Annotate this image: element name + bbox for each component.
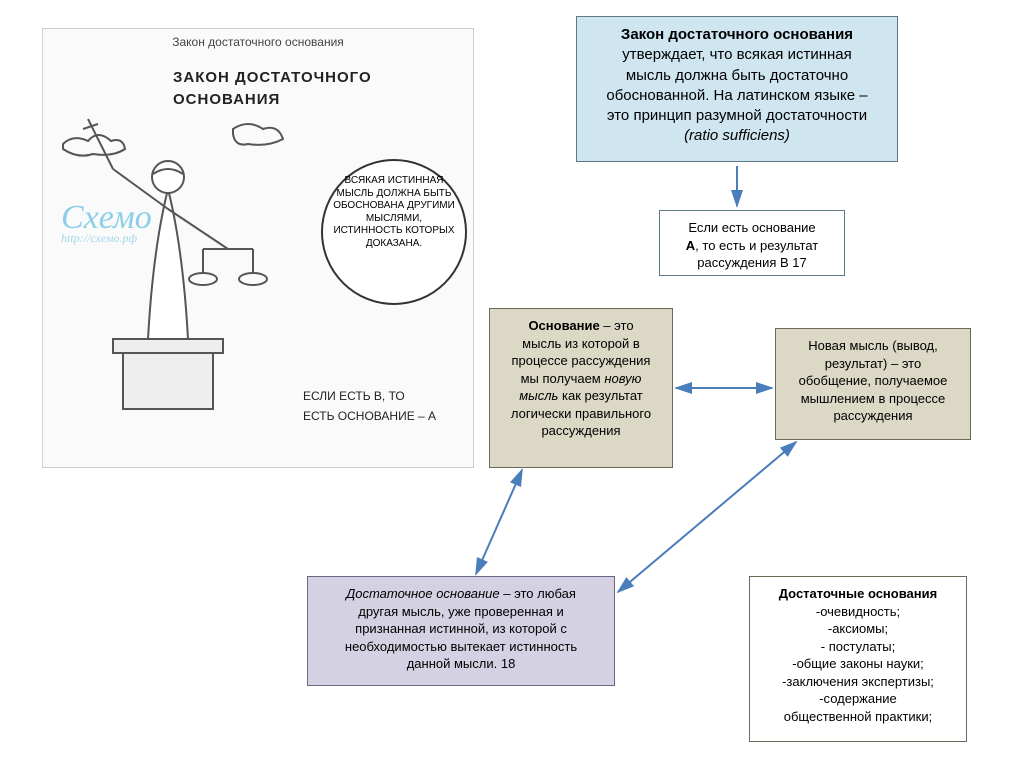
gl-item-5: -содержание <box>819 691 897 706</box>
base-l6: логически правильного <box>511 406 651 421</box>
gl-item-1: -аксиомы; <box>828 621 888 636</box>
nt-l5: рассуждения <box>833 408 912 423</box>
illustration-region: Закон достаточного основания ЗАКОН ДОСТА… <box>42 28 474 468</box>
illustration-speech-bubble: ВСЯКАЯ ИСТИННАЯ МЫСЛЬ ДОЛЖНА БЫТЬ ОБОСНО… <box>321 159 467 305</box>
gl-item-4: -заключения экспертизы; <box>782 674 934 689</box>
illustration-note-1: ЕСЛИ ЕСТЬ В, ТО <box>303 389 405 403</box>
illustration-top-caption: Закон достаточного основания <box>43 35 473 49</box>
gl-item-6: общественной практики; <box>784 709 932 724</box>
box-main-law: Закон достаточного основания утверждает,… <box>576 16 898 162</box>
nt-l4: мышлением в процессе <box>801 391 946 406</box>
base-title-word: Основание <box>528 318 599 333</box>
base-title-rest: – это <box>600 318 634 333</box>
gl-title: Достаточные основания <box>779 586 937 601</box>
illustration-note-2: ЕСТЬ ОСНОВАНИЕ – А <box>303 409 436 423</box>
illustration-title-1: ЗАКОН ДОСТАТОЧНОГО <box>173 69 372 86</box>
box-if-a: Если есть основание А, то есть и результ… <box>659 210 845 276</box>
base-l5a: мысль <box>519 388 558 403</box>
if-a-l2a: А <box>686 238 695 253</box>
main-law-title: Закон достаточного основания <box>621 26 853 43</box>
sb-l4: необходимостью вытекает истинность <box>345 639 577 654</box>
sb-l5: данной мысли. 18 <box>407 656 516 671</box>
if-a-l1: Если есть основание <box>688 220 815 235</box>
if-a-l2b: , то есть и результат <box>695 238 818 253</box>
main-law-l2: мысль должна быть достаточно <box>626 67 848 84</box>
gl-item-0: -очевидность; <box>816 604 900 619</box>
main-law-l5: (ratio sufficiens) <box>684 127 790 144</box>
main-law-l1: утверждает, что всякая истинная <box>622 46 852 63</box>
main-law-l4: это принцип разумной достаточности <box>607 107 867 124</box>
nt-l3: обобщение, получаемое <box>799 373 948 388</box>
gl-item-2: - постулаты; <box>821 639 895 654</box>
sb-title-word: Достаточное основание <box>346 586 500 601</box>
box-grounds-list: Достаточные основания -очевидность; -акс… <box>749 576 967 742</box>
base-l4b: новую <box>604 371 641 386</box>
box-sufficient-base: Достаточное основание – это любая другая… <box>307 576 615 686</box>
base-l2: мысль из которой в <box>522 336 640 351</box>
base-l7: рассуждения <box>541 423 620 438</box>
gl-item-3: -общие законы науки; <box>792 656 924 671</box>
sb-l3: признанная истинной, из которой с <box>355 621 567 636</box>
if-a-l3: рассуждения В 17 <box>697 255 806 270</box>
justice-sketch-icon <box>53 99 313 429</box>
base-l3: процессе рассуждения <box>512 353 651 368</box>
box-new-thought: Новая мысль (вывод, результат) – это обо… <box>775 328 971 440</box>
nt-l2: результат) – это <box>825 356 921 371</box>
base-l5b: как результат <box>558 388 642 403</box>
main-law-l3: обоснованной. На латинском языке – <box>606 87 867 104</box>
base-l4a: мы получаем <box>521 371 605 386</box>
box-base: Основание – это мысль из которой в проце… <box>489 308 673 468</box>
sb-l2: другая мысль, уже проверенная и <box>358 604 564 619</box>
nt-l1: Новая мысль (вывод, <box>808 338 938 353</box>
sb-title-rest: – это любая <box>500 586 576 601</box>
